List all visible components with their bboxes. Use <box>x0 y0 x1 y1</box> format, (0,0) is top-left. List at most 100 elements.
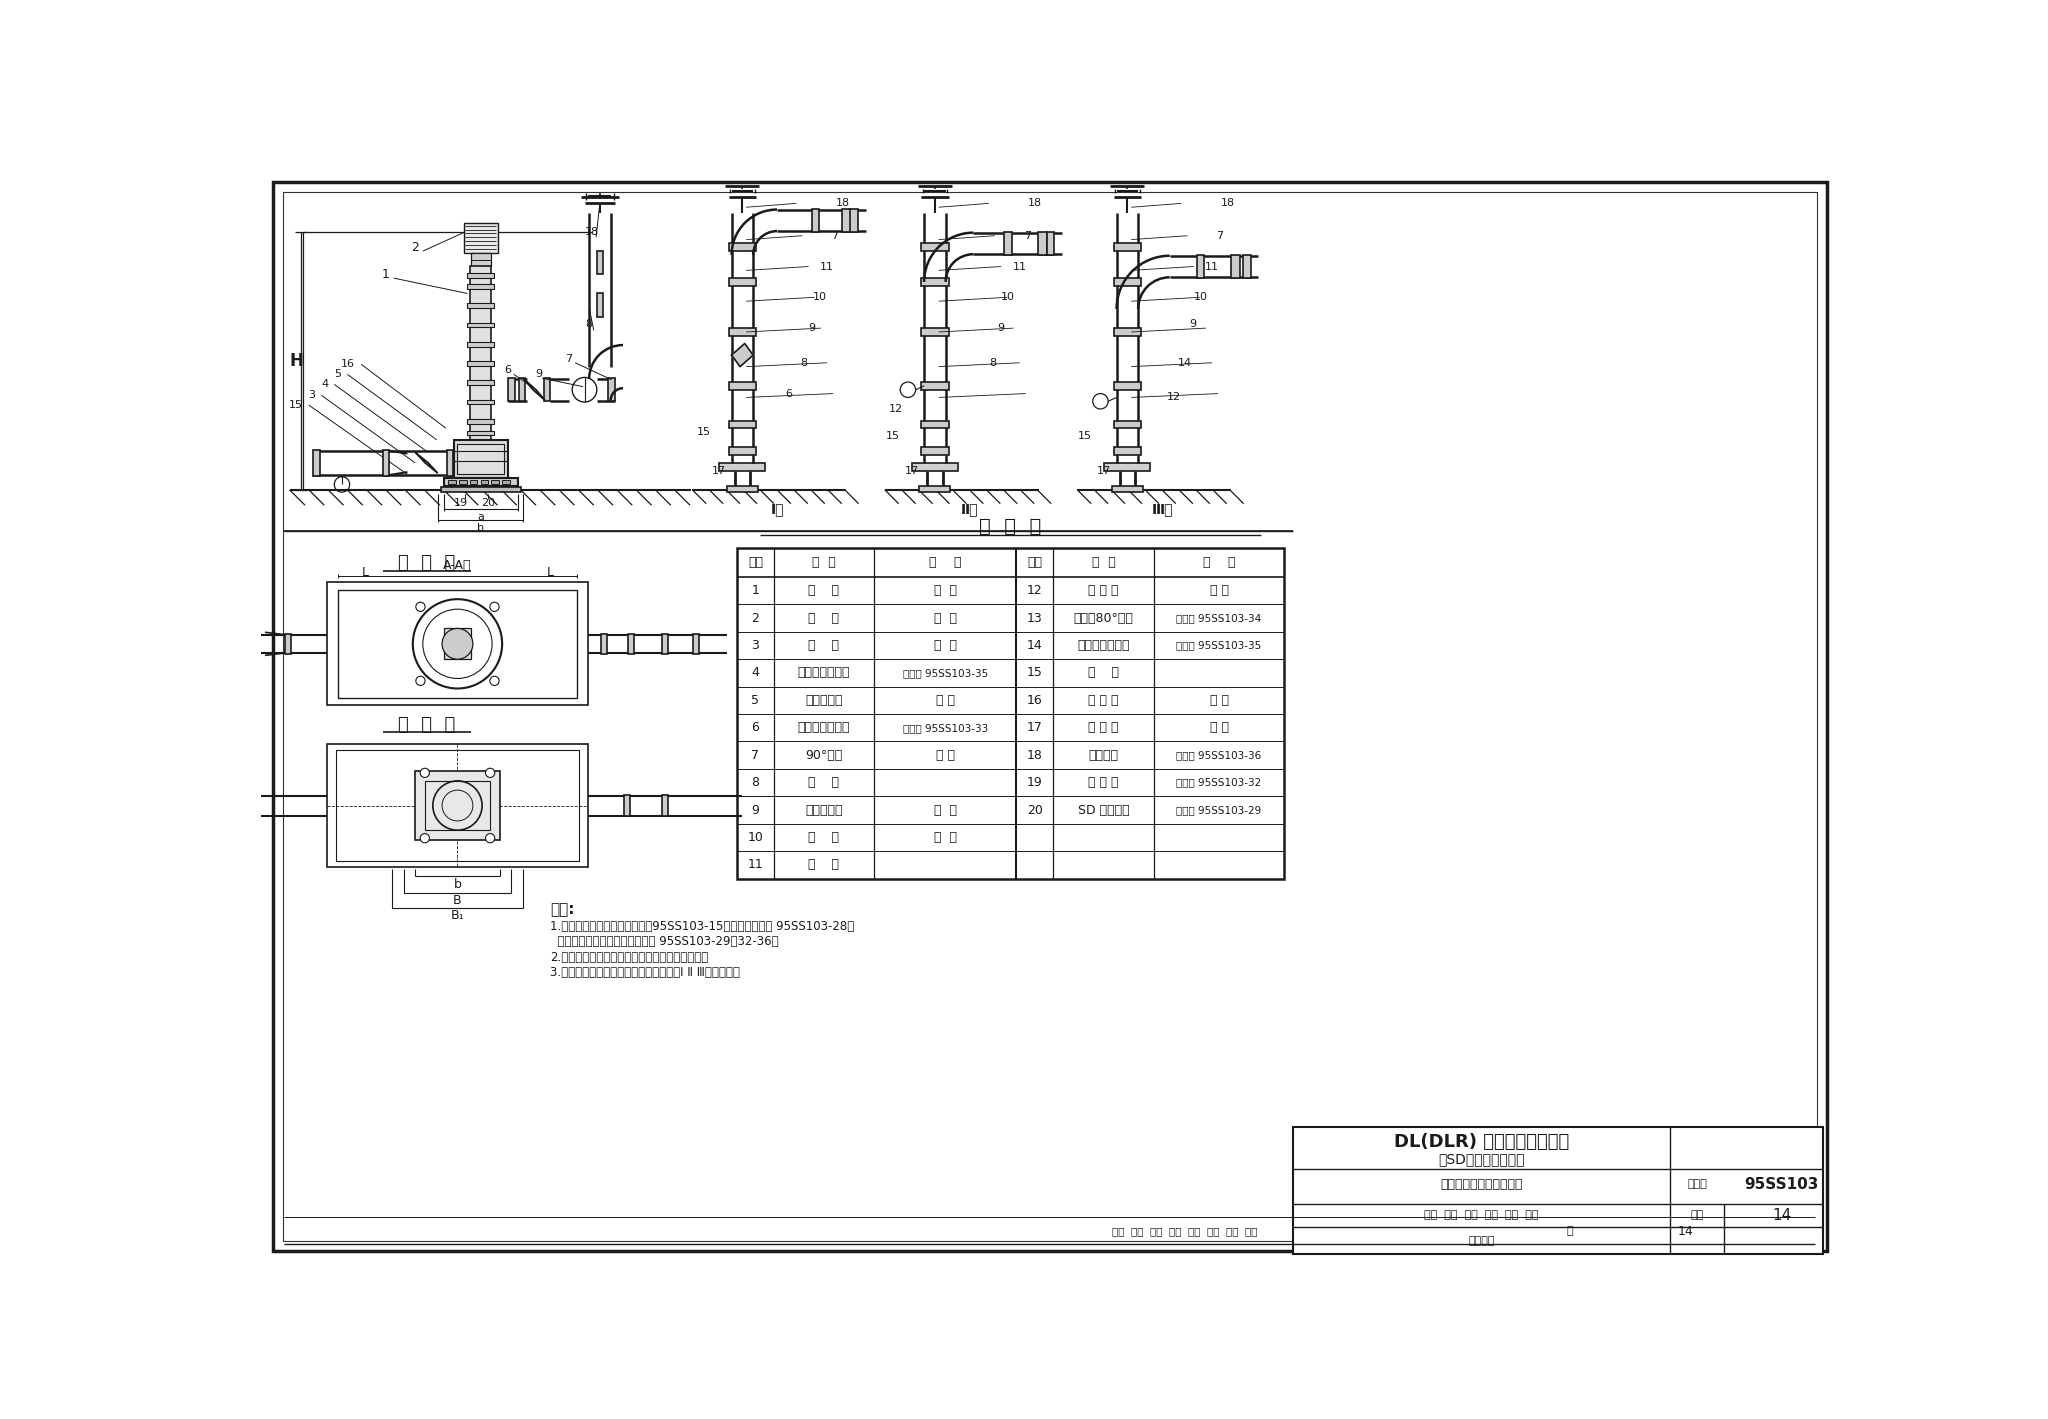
Bar <box>1114 244 1141 251</box>
Bar <box>444 629 471 660</box>
Bar <box>467 274 494 278</box>
Text: 6: 6 <box>504 366 512 376</box>
Circle shape <box>420 833 430 843</box>
Text: 11: 11 <box>1012 261 1026 271</box>
Bar <box>469 480 477 484</box>
Text: 平  面  图: 平 面 图 <box>397 715 455 734</box>
Bar <box>922 420 948 429</box>
Bar <box>1231 255 1239 278</box>
Text: 钉 制: 钉 制 <box>1210 585 1229 597</box>
Bar <box>1292 1127 1823 1253</box>
Text: 17: 17 <box>1098 465 1112 475</box>
Text: 编号: 编号 <box>1028 556 1042 569</box>
Bar <box>463 223 498 254</box>
Text: 异 径 管: 异 径 管 <box>1087 585 1118 597</box>
Text: 钉 制: 钉 制 <box>936 694 954 707</box>
Text: 19: 19 <box>455 498 469 508</box>
Text: 11: 11 <box>819 261 834 271</box>
Bar <box>1196 255 1204 278</box>
Bar <box>729 382 756 390</box>
Text: 电    机: 电 机 <box>809 612 840 624</box>
Text: 1: 1 <box>752 585 760 597</box>
Bar <box>459 480 467 484</box>
Bar <box>467 342 494 346</box>
Text: 18: 18 <box>1221 199 1235 209</box>
Bar <box>440 487 520 492</box>
Text: 成  品: 成 品 <box>934 639 956 651</box>
Bar <box>471 254 492 265</box>
Text: 详见图 95SS103-35: 详见图 95SS103-35 <box>1176 640 1262 650</box>
Text: 14: 14 <box>1677 1225 1694 1237</box>
Bar <box>467 400 494 404</box>
Circle shape <box>416 602 426 612</box>
Text: 15: 15 <box>1026 667 1042 680</box>
Text: 立  面  图: 立 面 图 <box>397 553 455 572</box>
Text: H: H <box>289 352 303 370</box>
Text: 钉 坠 板: 钉 坠 板 <box>1087 776 1118 789</box>
Text: 8: 8 <box>752 776 760 789</box>
Polygon shape <box>416 453 438 473</box>
Bar <box>719 463 766 471</box>
Text: 中国建筑标准设计研究所: 中国建筑标准设计研究所 <box>1440 1178 1524 1191</box>
Bar <box>502 480 510 484</box>
Text: 名  称: 名 称 <box>813 556 836 569</box>
Circle shape <box>442 629 473 660</box>
Text: 20: 20 <box>481 498 496 508</box>
Bar <box>313 450 319 475</box>
Text: 8: 8 <box>801 358 807 368</box>
Bar <box>467 380 494 385</box>
Bar <box>1243 255 1251 278</box>
Text: 9: 9 <box>535 369 543 379</box>
Bar <box>467 284 494 289</box>
Text: 可曲挦80°弯头: 可曲挦80°弯头 <box>1073 612 1133 624</box>
Bar <box>1114 278 1141 285</box>
Text: 9: 9 <box>809 324 815 333</box>
Bar <box>922 382 948 390</box>
Text: 11: 11 <box>748 858 764 871</box>
Text: 说    明: 说 明 <box>930 556 961 569</box>
Text: 19: 19 <box>1028 776 1042 789</box>
Text: 设计  绘图  校核  审批  日期  版次: 设计 绘图 校核 审批 日期 版次 <box>1423 1210 1538 1220</box>
Text: 3: 3 <box>752 639 760 651</box>
Text: 编号: 编号 <box>748 556 764 569</box>
Bar <box>727 485 758 492</box>
Text: 14: 14 <box>1772 1208 1792 1223</box>
Text: 12: 12 <box>889 404 903 414</box>
Text: 8: 8 <box>989 358 995 368</box>
Text: 12: 12 <box>1028 585 1042 597</box>
Text: 详见图 95SS103-33: 详见图 95SS103-33 <box>903 722 987 732</box>
Bar <box>662 634 668 654</box>
Text: 6: 6 <box>752 721 760 734</box>
Text: 成 品: 成 品 <box>1210 721 1229 734</box>
Text: DL(DLR) 型立式水泵安装图: DL(DLR) 型立式水泵安装图 <box>1395 1132 1569 1151</box>
Text: 2: 2 <box>412 241 420 254</box>
Bar <box>446 450 453 475</box>
Bar <box>922 447 948 455</box>
Text: L: L <box>362 566 369 579</box>
Bar <box>518 379 524 402</box>
Text: Ⅱ型: Ⅱ型 <box>961 502 979 517</box>
Bar <box>692 634 698 654</box>
Text: 1.安装尺寸和设备材料表详见图95SS103-15。安装大样详见 95SS103-28。: 1.安装尺寸和设备材料表详见图95SS103-15。安装大样详见 95SS103… <box>549 920 854 932</box>
Polygon shape <box>524 379 545 400</box>
Bar <box>596 251 602 274</box>
Text: b: b <box>477 522 483 532</box>
Bar <box>729 244 756 251</box>
Text: Ⅲ型: Ⅲ型 <box>1151 502 1174 517</box>
Bar <box>336 751 580 861</box>
Circle shape <box>485 833 496 843</box>
Text: SD 型隔振坠: SD 型隔振坠 <box>1077 803 1128 816</box>
Text: 10: 10 <box>1194 292 1208 302</box>
Bar <box>627 634 633 654</box>
Text: 1: 1 <box>381 268 389 281</box>
Bar <box>1114 447 1141 455</box>
Bar <box>729 420 756 429</box>
Text: 5: 5 <box>752 694 760 707</box>
Bar <box>625 795 631 816</box>
Text: （SD型隔振垫隔振）: （SD型隔振垫隔振） <box>1438 1152 1526 1166</box>
Bar <box>543 379 549 402</box>
Bar <box>254 634 260 654</box>
Text: 成  品: 成 品 <box>934 612 956 624</box>
Text: 2: 2 <box>752 612 760 624</box>
Bar <box>729 328 756 336</box>
